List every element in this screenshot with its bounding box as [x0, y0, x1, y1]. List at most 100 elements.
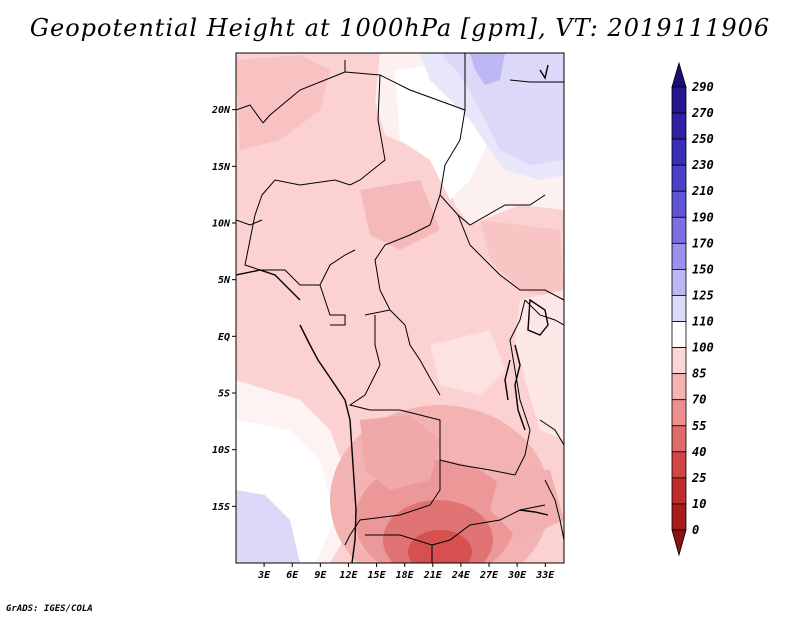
lat-tick-label: 20N: [211, 105, 231, 116]
border-line: [244, 194, 356, 286]
colorbar-segment: [671, 295, 687, 322]
colorbar-segment: [671, 321, 687, 348]
map-title: Geopotential Height at 1000hPa [gpm], VT…: [29, 14, 771, 42]
coastlines: [236, 64, 549, 563]
colorbar-segment: [671, 425, 687, 453]
lon-tick-label: 18E: [396, 570, 415, 581]
border-line: [364, 194, 441, 316]
colorbar-label: 55: [692, 419, 706, 433]
lon-tick-label: 12E: [339, 570, 358, 581]
colorbar-label: 150: [692, 262, 714, 276]
border-line: [236, 219, 263, 226]
colorbar-label: 230: [691, 158, 714, 172]
colorbar-segment: [671, 86, 687, 114]
colorbar-segment: [671, 112, 687, 140]
field-heat-west-lobe: [360, 415, 440, 490]
lon-tick-label: 6E: [286, 570, 299, 581]
lon-tick-label: 30E: [507, 570, 527, 581]
colorbar-label: 10: [692, 497, 706, 511]
border-line: [389, 309, 441, 396]
colorbar-label: 210: [691, 184, 714, 198]
border-line: [544, 479, 564, 541]
lake-line: [539, 64, 549, 80]
border-line: [262, 60, 346, 124]
border-line: [365, 534, 433, 563]
coastline: [236, 269, 301, 301]
colorbar-segment: [671, 503, 687, 531]
border-line: [509, 79, 564, 83]
colorbar-label: 125: [692, 288, 714, 302]
border-line: [344, 53, 466, 111]
border-line: [539, 419, 564, 446]
field-heat-core: [408, 530, 472, 563]
lat-tick-label: 5N: [218, 275, 231, 286]
lon-tick-label: 24E: [451, 570, 471, 581]
longitude-ticks: 3E 6E 9E 12E 15E 18E 21E 24E 27E 30E 33E: [257, 563, 555, 581]
lat-tick-label: 15S: [212, 502, 230, 513]
field-darker-patch: [236, 55, 330, 150]
border-line: [348, 315, 400, 411]
colorbar-label: 110: [692, 315, 714, 329]
field-blue-north-strong: [470, 53, 505, 85]
lake-line: [527, 298, 549, 336]
map-frame: [235, 52, 565, 564]
field-white-central: [430, 330, 505, 395]
field-darker-patch: [360, 180, 440, 250]
colorbar-segment: [671, 373, 687, 401]
lake-line: [514, 344, 526, 431]
field-blue-southwest: [236, 490, 300, 563]
field-heat-east-lobe: [490, 470, 564, 540]
colorbar-segment: [671, 138, 687, 166]
lake-line: [504, 359, 511, 401]
lat-tick-label: 15N: [212, 162, 231, 173]
border-line: [524, 299, 564, 326]
colorbar-segment: [671, 216, 687, 244]
colorbar-label: 85: [692, 367, 706, 381]
colorbar-label: 0: [692, 523, 699, 537]
colorbar: 2902702502302101901701501251101008570554…: [671, 61, 714, 557]
border-line: [344, 460, 441, 546]
lon-tick-label: 33E: [535, 570, 555, 581]
border-line: [457, 214, 564, 301]
colorbar-label: 40: [692, 445, 706, 459]
lake-line: [519, 509, 549, 516]
lat-tick-label: 10N: [212, 219, 231, 230]
height-field: [236, 53, 564, 563]
coastline: [299, 324, 357, 563]
colorbar-label: 250: [691, 132, 714, 146]
colorbar-segment: [671, 399, 687, 427]
colorbar-segment: [671, 164, 687, 192]
colorbar-label: 190: [692, 210, 714, 224]
border-line: [261, 74, 386, 196]
colorbar-label: 170: [692, 236, 714, 250]
colorbar-segment: [671, 451, 687, 479]
lat-tick-label: 5S: [218, 389, 230, 400]
country-borders: [236, 53, 564, 563]
lon-tick-label: 9E: [314, 570, 327, 581]
border-line: [319, 284, 346, 326]
lon-tick-label: 15E: [368, 570, 387, 581]
latitude-ticks: 20N 15N 10N 5N EQ 5S 10S 15S: [211, 105, 236, 513]
border-line: [236, 104, 264, 124]
colorbar-segment: [671, 190, 687, 218]
colorbar-label: 100: [692, 341, 714, 355]
colorbar-label: 70: [692, 393, 706, 407]
field-blue-north-core: [440, 53, 564, 165]
colorbar-label: 270: [691, 106, 714, 120]
lat-tick-label: 10S: [212, 445, 230, 456]
colorbar-segment: [671, 477, 687, 505]
colorbar-top-arrow: [671, 61, 687, 88]
lon-tick-label: 3E: [257, 570, 271, 581]
border-line: [431, 504, 546, 546]
lat-tick-label: EQ: [218, 332, 230, 343]
colorbar-segment: [671, 269, 687, 296]
border-line: [509, 299, 531, 476]
colorbar-segment: [671, 347, 687, 375]
grads-credit: GrADS: IGES/COLA: [6, 604, 93, 614]
field-darker-patch: [480, 220, 564, 300]
lon-tick-label: 27E: [479, 570, 499, 581]
colorbar-bottom-arrow: [671, 529, 687, 557]
field-white-east: [515, 290, 564, 440]
colorbar-label: 290: [691, 80, 714, 94]
